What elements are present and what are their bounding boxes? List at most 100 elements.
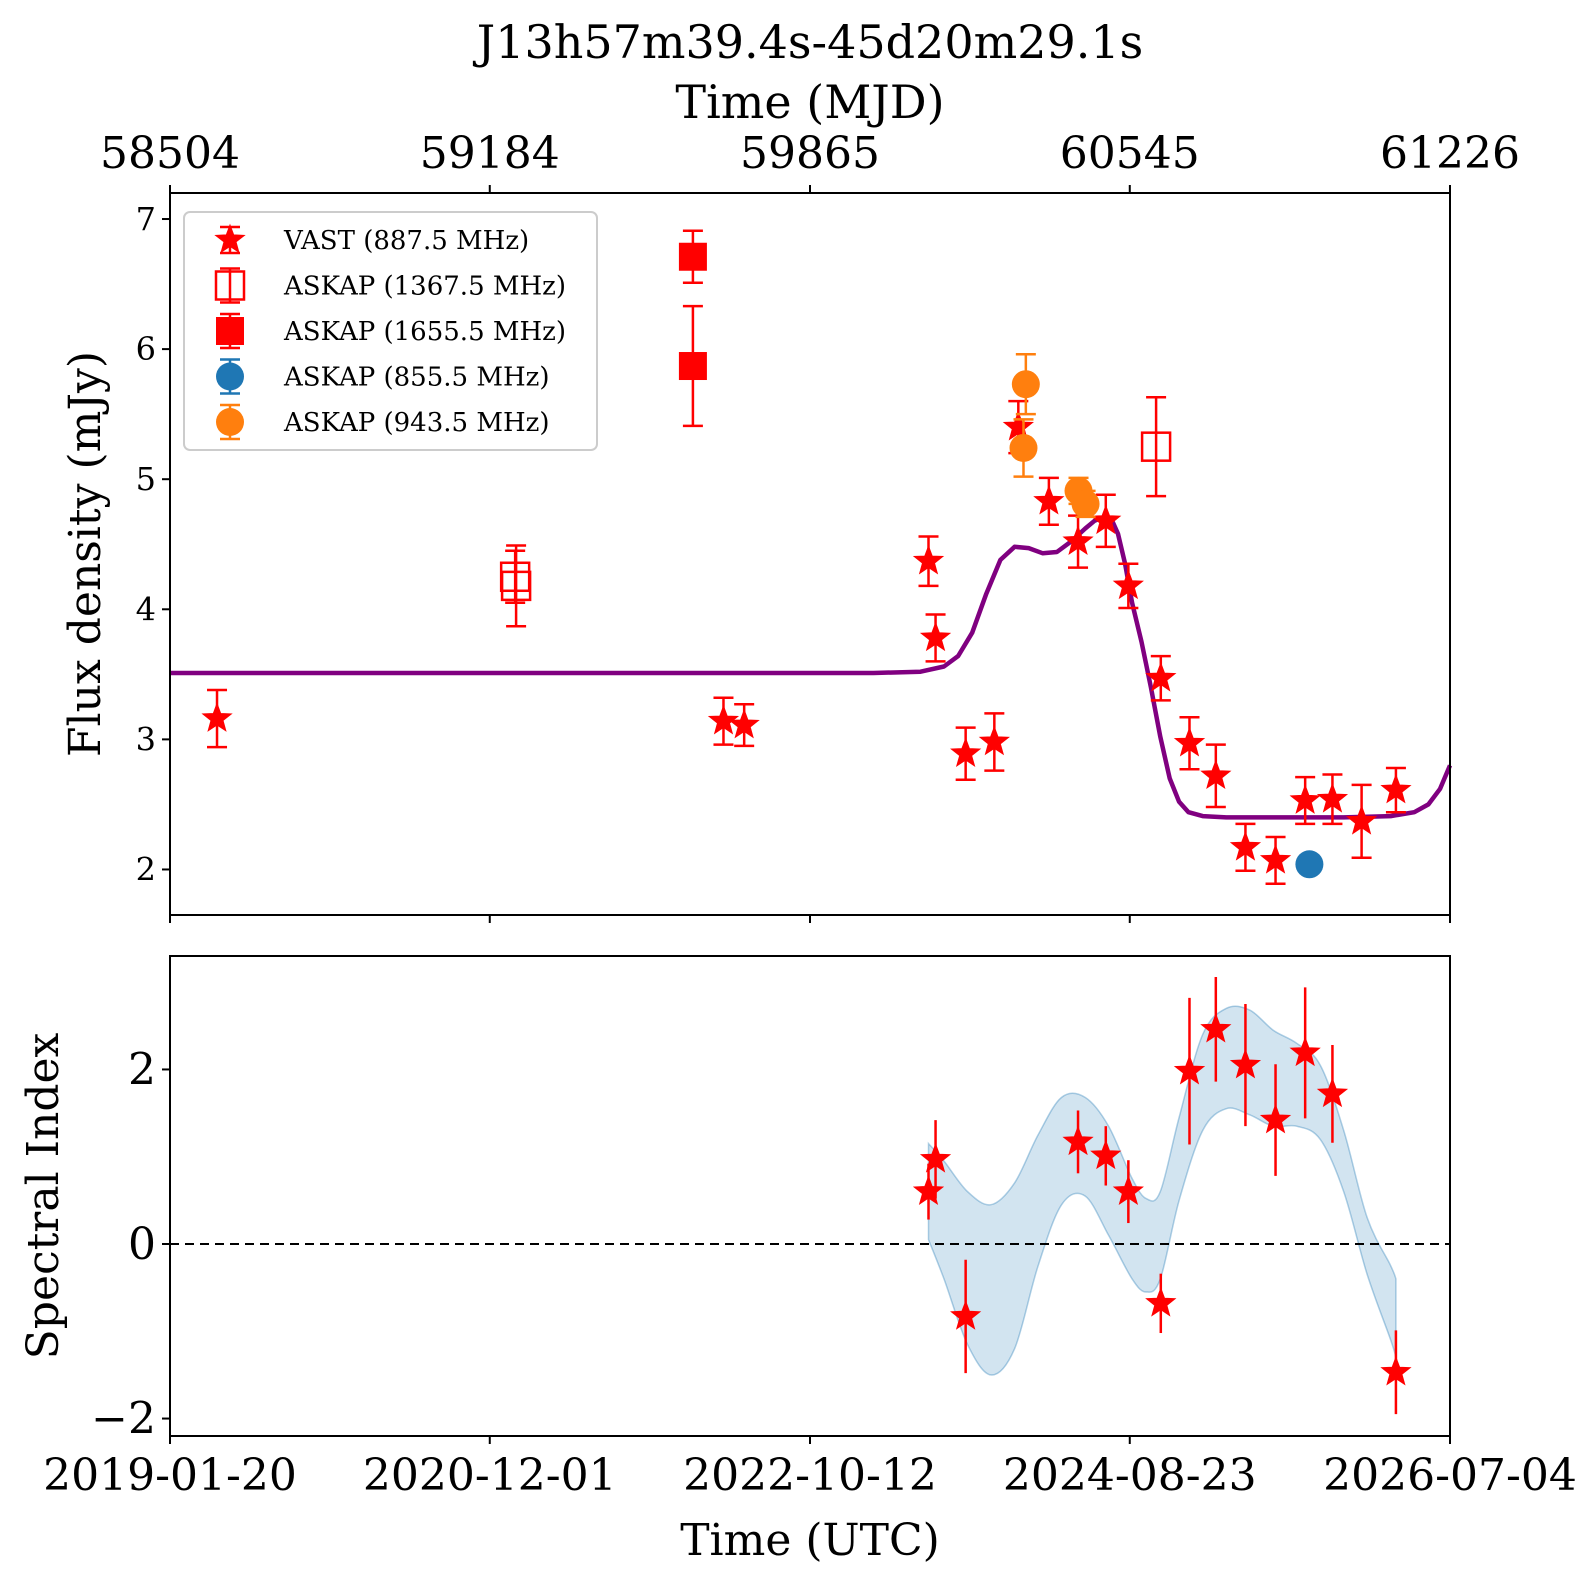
flux-data-point xyxy=(1062,525,1094,555)
top-y-axis-label: Flux density (mJy) xyxy=(60,351,111,757)
spectral-index-point xyxy=(912,1175,945,1205)
flux-data-point xyxy=(919,621,952,652)
top-y-tick-label: 3 xyxy=(136,720,156,758)
spectral-index-point xyxy=(1200,1012,1232,1043)
bottom-y-axis-label: Spectral Index xyxy=(18,1032,69,1359)
flux-data-point xyxy=(1071,489,1100,518)
top-x-ticks: 58504 59184 59865 60545 61226 xyxy=(100,128,1520,923)
flux-data-point xyxy=(1289,784,1321,814)
legend-entry: ASKAP (1655.5 MHz) xyxy=(216,312,566,350)
flux-data-point xyxy=(678,352,707,381)
flux-data-point xyxy=(1002,410,1034,441)
model-curve-layer xyxy=(170,514,1453,820)
legend-marker xyxy=(216,317,244,345)
flux-data-point xyxy=(1112,569,1144,600)
flux-data-point xyxy=(1259,843,1292,874)
spectral-index-point xyxy=(950,1299,982,1330)
flux-error-bar xyxy=(1146,395,1167,498)
legend-marker xyxy=(216,362,244,391)
bottom-y-tick-label: 2 xyxy=(128,1044,156,1095)
legend-error-bar xyxy=(220,267,240,304)
flux-data-point xyxy=(1145,661,1177,692)
flux-density-panel: 58504 59184 59865 60545 61226 2 3 4 5 6 7 Flux de… xyxy=(60,128,1520,923)
legend-marker xyxy=(216,408,244,436)
top-x-tick-label: 59184 xyxy=(420,128,560,179)
flux-data-point xyxy=(978,725,1010,756)
flux-data-point xyxy=(1033,484,1065,515)
bottom-x-tick-label: 2020-12-01 xyxy=(363,1450,617,1501)
legend-label: ASKAP (1655.5 MHz) xyxy=(283,317,566,347)
spectral-index-point xyxy=(1090,1139,1122,1170)
top-y-tick-label: 6 xyxy=(136,330,156,368)
legend-entry: ASKAP (943.5 MHz) xyxy=(216,403,549,441)
spectral-index-point xyxy=(1259,1103,1292,1134)
legend-entry: VAST (887.5 MHz) xyxy=(214,223,529,256)
legend: VAST (887.5 MHz) ASKAP (1367.5 MHz) ASKAP … xyxy=(183,211,598,451)
flux-data-point xyxy=(1295,850,1324,879)
legend-entry: ASKAP (855.5 MHz) xyxy=(216,358,549,395)
top-y-tick-label: 7 xyxy=(136,200,156,238)
top-y-tick-label: 4 xyxy=(136,590,156,628)
bottom-y-tick-label: 0 xyxy=(128,1219,156,1270)
spectral-index-point xyxy=(1173,1054,1206,1085)
legend-box xyxy=(183,211,598,451)
legend-label: ASKAP (943.5 MHz) xyxy=(283,408,549,438)
flux-data-point xyxy=(201,702,233,732)
spectral-index-point xyxy=(1229,1048,1262,1079)
flux-data-point xyxy=(1200,759,1232,790)
bottom-x-tick-label: 2026-07-04 xyxy=(1323,1450,1577,1501)
spectral-index-points-layer xyxy=(912,976,1412,1415)
bottom-x-tick-label: 2022-10-12 xyxy=(683,1450,937,1501)
bottom-x-axis-label: Time (UTC) xyxy=(680,1515,940,1566)
top-x-tick-label: 60545 xyxy=(1060,128,1200,179)
bottom-x-ticks: 2019-01-20 2020-12-01 2022-10-12 2024-08-23… xyxy=(43,1436,1577,1501)
top-y-ticks: 2 3 4 5 6 7 xyxy=(136,200,170,888)
spectral-index-point xyxy=(1145,1286,1177,1317)
top-y-tick-label: 5 xyxy=(136,460,156,498)
spectral-index-confidence-band xyxy=(927,1005,1397,1376)
flux-data-point xyxy=(1009,433,1038,462)
flux-data-point xyxy=(950,737,982,767)
spectral-index-point xyxy=(919,1142,952,1173)
spectral-index-panel: 2019-01-20 2020-12-01 2022-10-12 2024-08-23… xyxy=(18,955,1577,1566)
flux-data-point xyxy=(707,704,740,735)
legend-label: ASKAP (855.5 MHz) xyxy=(283,363,549,393)
flux-data-point xyxy=(912,544,945,575)
spectral-index-point xyxy=(1289,1036,1321,1067)
spectral-index-point xyxy=(1380,1355,1412,1386)
spectral-index-point xyxy=(1316,1077,1349,1108)
spectral-index-point xyxy=(1062,1125,1094,1156)
flux-data-point xyxy=(1316,782,1349,813)
spectral-index-band xyxy=(927,1005,1397,1376)
flux-data-point xyxy=(1345,804,1378,835)
legend-label: ASKAP (1367.5 MHz) xyxy=(283,272,566,302)
flux-data-point xyxy=(1140,431,1172,462)
flux-data-point xyxy=(1011,370,1040,399)
top-x-axis-label: Time (MJD) xyxy=(675,75,944,129)
bottom-y-ticks: −2 0 2 xyxy=(91,1044,170,1445)
top-y-tick-label: 2 xyxy=(136,850,156,888)
flux-data-point xyxy=(1380,773,1412,804)
flux-data-point xyxy=(1173,726,1206,757)
bottom-x-tick-label: 2019-01-20 xyxy=(43,1450,297,1501)
bottom-x-tick-label: 2024-08-23 xyxy=(1003,1450,1257,1501)
flux-error-bar xyxy=(505,549,526,605)
chart-title: J13h57m39.4s-45d20m29.1s xyxy=(473,15,1143,69)
flux-data-point xyxy=(728,708,760,739)
legend-entry: ASKAP (1367.5 MHz) xyxy=(214,267,566,304)
legend-marker xyxy=(214,270,246,301)
model-curve xyxy=(170,514,1453,820)
flux-data-point xyxy=(499,561,531,593)
bottom-y-tick-label: −2 xyxy=(91,1394,156,1445)
top-x-tick-label: 59865 xyxy=(740,128,880,179)
spectral-index-point xyxy=(1112,1175,1144,1205)
legend-label: VAST (887.5 MHz) xyxy=(283,226,529,256)
flux-data-point xyxy=(678,242,707,271)
flux-points-layer xyxy=(201,229,1412,886)
legend-marker xyxy=(214,223,246,254)
flux-data-point xyxy=(1229,830,1262,861)
top-x-tick-label: 58504 xyxy=(100,128,240,179)
top-x-tick-label: 61226 xyxy=(1380,128,1520,179)
legend-entries: VAST (887.5 MHz) ASKAP (1367.5 MHz) ASKAP … xyxy=(214,223,566,441)
